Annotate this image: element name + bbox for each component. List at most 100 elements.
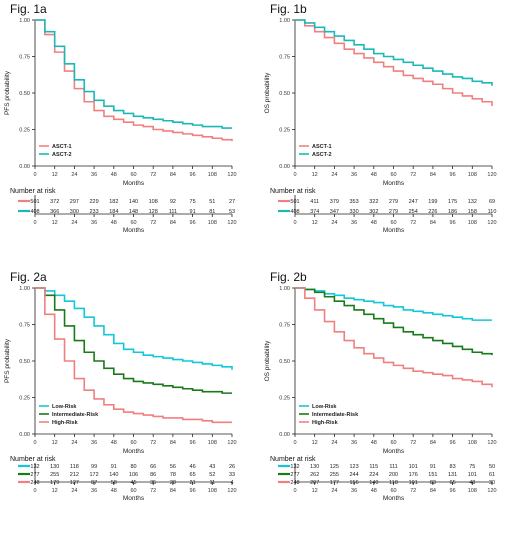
x-tick-label: 24 xyxy=(71,440,77,446)
risk-count: 46 xyxy=(190,464,196,470)
risk-count: 255 xyxy=(330,472,339,478)
chart-panel-2: Fig. 1b 0.00 0.25 0.50 0.75 1.00 OS probabilit… xyxy=(264,2,497,234)
y-tick-label: 0.50 xyxy=(279,359,290,365)
risk-x-tick-label: 84 xyxy=(170,488,176,494)
y-tick-label: 0.25 xyxy=(19,396,30,402)
risk-count: 65 xyxy=(190,472,196,478)
risk-x-tick-label: 108 xyxy=(208,220,217,226)
x-tick-label: 120 xyxy=(487,440,496,446)
risk-x-tick-label: 60 xyxy=(390,220,396,226)
panel-label: Fig. 1a xyxy=(10,2,47,16)
risk-count: 279 xyxy=(389,199,398,205)
risk-x-tick-label: 96 xyxy=(190,488,196,494)
risk-count: 347 xyxy=(330,209,339,215)
risk-count: 118 xyxy=(70,464,79,470)
risk-count: 199 xyxy=(428,199,437,205)
x-tick-label: 24 xyxy=(331,172,337,178)
risk-x-tick-label: 48 xyxy=(371,488,377,494)
x-tick-label: 0 xyxy=(33,440,36,446)
x-tick-label: 96 xyxy=(450,172,456,178)
risk-x-tick-label: 60 xyxy=(390,488,396,494)
x-tick-label: 12 xyxy=(312,440,318,446)
risk-count: 408 xyxy=(30,209,39,215)
risk-count: 229 xyxy=(90,199,99,205)
x-tick-label: 0 xyxy=(33,172,36,178)
y-tick-label: 0.25 xyxy=(279,396,290,402)
x-tick-label: 36 xyxy=(91,172,97,178)
risk-count: 279 xyxy=(389,209,398,215)
y-axis-title: PFS probability xyxy=(4,338,11,383)
series-line-2 xyxy=(35,19,232,129)
risk-count: 110 xyxy=(488,209,497,215)
risk-x-tick-label: 12 xyxy=(312,220,318,226)
risk-count: 80 xyxy=(130,464,136,470)
risk-count: 61 xyxy=(489,472,495,478)
x-tick-label: 12 xyxy=(312,172,318,178)
x-tick-label: 108 xyxy=(468,440,477,446)
risk-count: 501 xyxy=(30,199,39,205)
risk-count: 300 xyxy=(70,209,79,215)
risk-count: 176 xyxy=(409,472,418,478)
y-tick-label: 0.75 xyxy=(279,55,290,61)
risk-x-tick-label: 96 xyxy=(450,488,456,494)
risk-count: 297 xyxy=(70,199,79,205)
x-tick-label: 84 xyxy=(430,172,436,178)
risk-x-tick-label: 0 xyxy=(33,220,36,226)
series-line-1 xyxy=(35,19,233,142)
risk-count: 91 xyxy=(430,464,436,470)
risk-count: 99 xyxy=(91,464,97,470)
x-tick-label: 96 xyxy=(190,440,196,446)
risk-x-tick-label: 36 xyxy=(351,220,357,226)
x-tick-label: 108 xyxy=(208,440,217,446)
x-tick-label: 36 xyxy=(351,440,357,446)
risk-table-title: Number at risk xyxy=(10,456,56,463)
legend-label: ASCT-1 xyxy=(312,144,332,150)
risk-count: 26 xyxy=(229,464,235,470)
risk-count: 91 xyxy=(111,464,117,470)
x-tick-label: 60 xyxy=(390,172,396,178)
x-axis-title: Months xyxy=(383,180,405,187)
y-tick-label: 0.75 xyxy=(19,55,30,61)
x-tick-label: 72 xyxy=(150,440,156,446)
risk-count: 86 xyxy=(150,472,156,478)
x-tick-label: 60 xyxy=(130,172,136,178)
risk-count: 123 xyxy=(350,464,359,470)
risk-count: 411 xyxy=(310,199,319,205)
risk-count: 212 xyxy=(70,472,79,478)
x-tick-label: 120 xyxy=(227,440,236,446)
risk-count: 172 xyxy=(90,472,99,478)
x-tick-label: 36 xyxy=(91,440,97,446)
risk-x-axis-title: Months xyxy=(383,227,405,234)
risk-count: 330 xyxy=(350,209,359,215)
chart-panel-4: Fig. 2b 0.00 0.25 0.50 0.75 1.00 OS probabilit… xyxy=(264,270,497,502)
risk-x-tick-label: 72 xyxy=(150,488,156,494)
x-tick-label: 48 xyxy=(371,172,377,178)
risk-count: 372 xyxy=(50,199,59,205)
risk-x-tick-label: 12 xyxy=(52,220,58,226)
risk-count: 92 xyxy=(170,199,176,205)
risk-count: 128 xyxy=(149,209,158,215)
risk-count: 78 xyxy=(170,472,176,478)
x-axis-title: Months xyxy=(123,448,145,455)
y-tick-label: 0.00 xyxy=(19,432,30,438)
risk-count: 83 xyxy=(450,464,456,470)
x-axis-title: Months xyxy=(123,180,145,187)
risk-x-axis-title: Months xyxy=(123,227,145,234)
y-tick-label: 0.00 xyxy=(19,164,30,170)
risk-x-tick-label: 0 xyxy=(293,220,296,226)
risk-x-tick-label: 108 xyxy=(468,488,477,494)
risk-count: 224 xyxy=(369,472,378,478)
risk-count: 233 xyxy=(90,209,99,215)
x-tick-label: 12 xyxy=(52,440,58,446)
risk-count: 140 xyxy=(129,199,138,205)
legend-label: ASCT-2 xyxy=(52,152,72,158)
risk-count: 302 xyxy=(369,209,378,215)
risk-count: 277 xyxy=(30,472,39,478)
legend-label: Low-Risk xyxy=(52,404,77,410)
risk-count: 53 xyxy=(229,209,235,215)
risk-count: 66 xyxy=(150,464,156,470)
risk-count: 51 xyxy=(209,199,215,205)
risk-count: 108 xyxy=(149,199,158,205)
risk-x-tick-label: 0 xyxy=(33,488,36,494)
